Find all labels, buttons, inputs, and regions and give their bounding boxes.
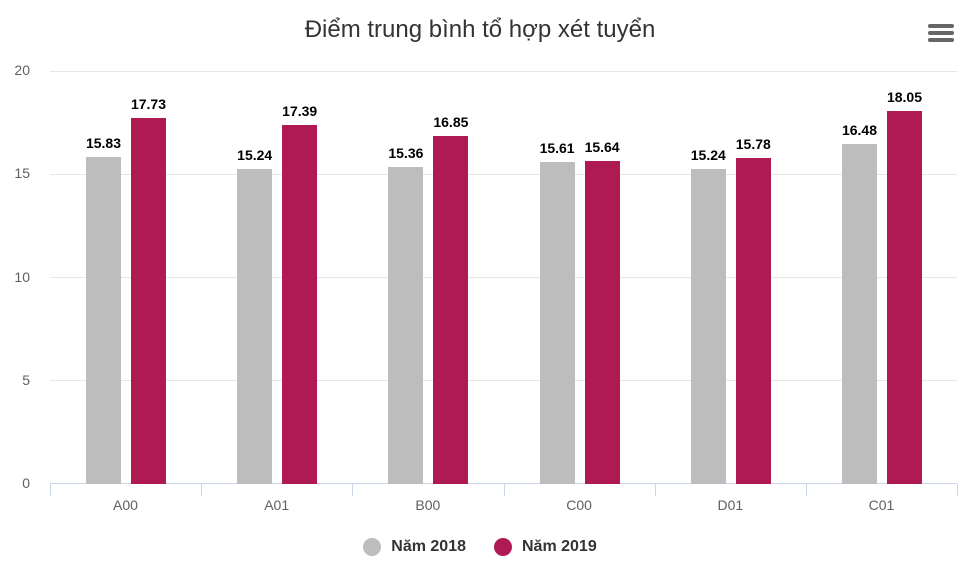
data-label: 15.61 [539, 139, 575, 156]
legend-label: Năm 2018 [391, 538, 466, 555]
bar-d01-2019[interactable] [735, 158, 771, 484]
x-tick-label: D01 [717, 497, 744, 513]
x-tick-mark [957, 484, 959, 496]
data-label: 15.78 [735, 136, 771, 153]
gridline [50, 70, 957, 72]
x-axis-line [50, 483, 957, 484]
x-tick-mark [806, 484, 807, 496]
gridline [50, 277, 957, 278]
data-label: 15.24 [690, 147, 726, 164]
x-tick-mark [654, 484, 656, 496]
x-tick-mark [503, 484, 505, 496]
bar-a00-2018[interactable] [86, 157, 121, 484]
x-tick-label: C01 [868, 497, 895, 513]
y-tick-label: 0 [22, 475, 30, 491]
x-tick-label: B00 [415, 497, 441, 513]
data-label: 15.64 [584, 139, 620, 156]
x-tick-label: C00 [566, 497, 592, 513]
data-label: 15.83 [85, 135, 122, 152]
legend-dot-icon [363, 538, 382, 556]
data-label: 16.85 [433, 114, 469, 131]
legend-label: Năm 2019 [522, 538, 597, 555]
bar-a00-2019[interactable] [131, 117, 166, 484]
y-tick-label: 20 [14, 62, 30, 78]
x-tick-label: A01 [264, 497, 290, 513]
y-tick-label: 10 [14, 268, 30, 285]
bar-c00-2018[interactable] [539, 161, 575, 484]
bar-a01-2018[interactable] [237, 169, 273, 484]
data-label: 17.39 [282, 102, 318, 119]
data-label: 16.48 [841, 121, 878, 138]
data-label: 17.73 [130, 95, 167, 112]
bar-c01-2018[interactable] [842, 143, 877, 484]
bar-a01-2019[interactable] [282, 124, 318, 484]
data-label: 15.36 [388, 144, 424, 161]
bar-c00-2019[interactable] [584, 161, 620, 484]
x-tick-label: A00 [113, 497, 138, 513]
legend-item-2018[interactable]: Năm 2018 [363, 538, 466, 556]
chart-title: Điểm trung bình tổ hợp xét tuyển [304, 16, 656, 43]
x-tick-mark [201, 484, 203, 496]
legend-item-2019[interactable]: Năm 2019 [494, 538, 597, 556]
bar-c01-2019[interactable] [887, 111, 922, 484]
bar-d01-2018[interactable] [690, 169, 726, 484]
x-tick-mark [352, 484, 354, 496]
data-label: 18.05 [886, 89, 923, 106]
bar-b00-2019[interactable] [433, 136, 469, 484]
y-tick-label: 15 [14, 165, 30, 182]
legend: Năm 2018 Năm 2019 [0, 538, 960, 556]
hamburger-menu-icon[interactable] [928, 24, 954, 46]
legend-dot-icon [494, 538, 512, 556]
data-label: 15.24 [237, 147, 273, 164]
x-tick-mark [50, 484, 51, 496]
gridline [50, 380, 957, 382]
bar-b00-2018[interactable] [388, 166, 424, 484]
gridline [50, 173, 957, 175]
y-tick-label: 5 [22, 371, 30, 388]
